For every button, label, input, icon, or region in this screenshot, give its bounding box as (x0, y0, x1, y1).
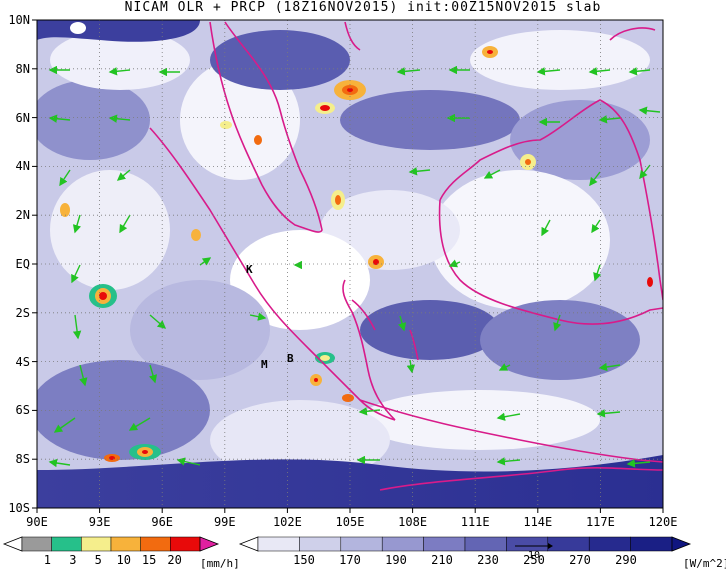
lon-label: 120E (649, 515, 678, 529)
precip-tick-label: 10 (116, 553, 130, 567)
precip-unit: [mm/h] (200, 557, 240, 570)
lon-label: 99E (214, 515, 236, 529)
olr-field-patches (37, 30, 650, 480)
lon-label: 90E (26, 515, 48, 529)
precip-tick-label: 20 (167, 553, 181, 567)
precip-swatch (51, 536, 82, 552)
place-marker-m: M (261, 358, 268, 371)
place-marker-b: B (287, 352, 294, 365)
olr-swatch (340, 536, 383, 552)
olr-swatch (464, 536, 507, 552)
wind-vectors (48, 65, 661, 468)
lat-label: 4S (16, 355, 30, 369)
coast-bangka (351, 299, 376, 331)
figure-title: NICAM OLR + PRCP (18Z16NOV2015) init:00Z… (124, 0, 602, 15)
olr-tick-label: 210 (431, 553, 453, 567)
olr-swatch (257, 536, 300, 552)
precip-tick-label: 3 (69, 553, 76, 567)
lat-label: 2S (16, 306, 30, 320)
coast-borneo-north (439, 99, 663, 301)
coast-sumatra-east (342, 279, 396, 421)
olr-swatch (588, 536, 631, 552)
lat-label: 10S (8, 501, 30, 515)
precip-tick-label: 1 (44, 553, 51, 567)
lon-label: 105E (336, 515, 365, 529)
lat-labels: 10N 8N 6N 4N 2N EQ 2S 4S 6S 8S 10S (8, 13, 30, 515)
lon-label: 96E (151, 515, 173, 529)
olr-tick-label: 150 (293, 553, 315, 567)
lon-label: 114E (523, 515, 552, 529)
olr-tick-label: 290 (615, 553, 637, 567)
coastlines (149, 21, 663, 491)
grid-lines (37, 20, 663, 508)
lon-labels: 90E 93E 96E 99E 102E 105E 108E 111E 114E… (26, 515, 677, 529)
lat-label: 2N (16, 208, 30, 222)
coast-nusa (379, 466, 663, 491)
coast-java (359, 399, 663, 463)
olr-swatch (423, 536, 466, 552)
olr-end-right (671, 536, 692, 552)
coast-borneo-south (438, 199, 663, 325)
olr-tick-label: 270 (569, 553, 591, 567)
coast-philippines (609, 27, 656, 41)
axis-ticks (32, 19, 664, 513)
olr-tick-label: 230 (477, 553, 499, 567)
olr-swatch (381, 536, 424, 552)
olr-swatch (299, 536, 342, 552)
precip-swatch (170, 536, 201, 552)
reference-vector: 10 (515, 543, 553, 561)
coast-belitung (409, 329, 419, 361)
olr-tick-label: 170 (339, 553, 361, 567)
lon-label: 102E (273, 515, 302, 529)
olr-swatch (547, 536, 590, 552)
olr-colorbar-labels: [W/m^2] (683, 557, 726, 570)
lat-label: 4N (16, 159, 30, 173)
olr-swatch (630, 536, 673, 552)
precip-colorbar: 1 3 5 10 15 20 (2, 536, 220, 567)
place-marker-k: K (246, 263, 253, 276)
plot-area: K M B (37, 20, 663, 508)
lat-label: 6S (16, 403, 30, 417)
lat-label: 6N (16, 111, 30, 125)
reference-vector-label: 10 (528, 550, 540, 561)
olr-end-left (238, 536, 259, 552)
coast-thailand-peninsula (209, 21, 323, 233)
precip-swatch (81, 536, 112, 552)
olr-unit: [W/m^2] (683, 557, 726, 570)
precip-swatch (110, 536, 141, 552)
precip-tick-label: 15 (142, 553, 156, 567)
lon-label: 93E (89, 515, 111, 529)
precip-swatch (21, 536, 52, 552)
precip-swatch (140, 536, 171, 552)
precip-tick-label: 5 (95, 553, 102, 567)
olr-colorbar: 150 170 190 210 230 250 270 290 (238, 536, 692, 567)
lat-label: EQ (16, 257, 30, 271)
place-markers: K M B (246, 263, 294, 371)
precip-end-right (199, 536, 220, 552)
lon-label: 111E (461, 515, 490, 529)
lon-label: 117E (586, 515, 615, 529)
lat-label: 10N (8, 13, 30, 27)
olr-tick-label: 250 (523, 553, 545, 567)
coast-vietnam (344, 21, 361, 51)
lon-label: 108E (398, 515, 427, 529)
precip-cells (60, 22, 653, 462)
olr-dark-band-south (37, 455, 663, 508)
lat-label: 8N (16, 62, 30, 76)
lat-label: 8S (16, 452, 30, 466)
olr-swatch (506, 536, 549, 552)
precip-colorbar-labels: [mm/h] (200, 557, 240, 570)
olr-tick-label: 190 (385, 553, 407, 567)
precip-end-left (2, 536, 23, 552)
